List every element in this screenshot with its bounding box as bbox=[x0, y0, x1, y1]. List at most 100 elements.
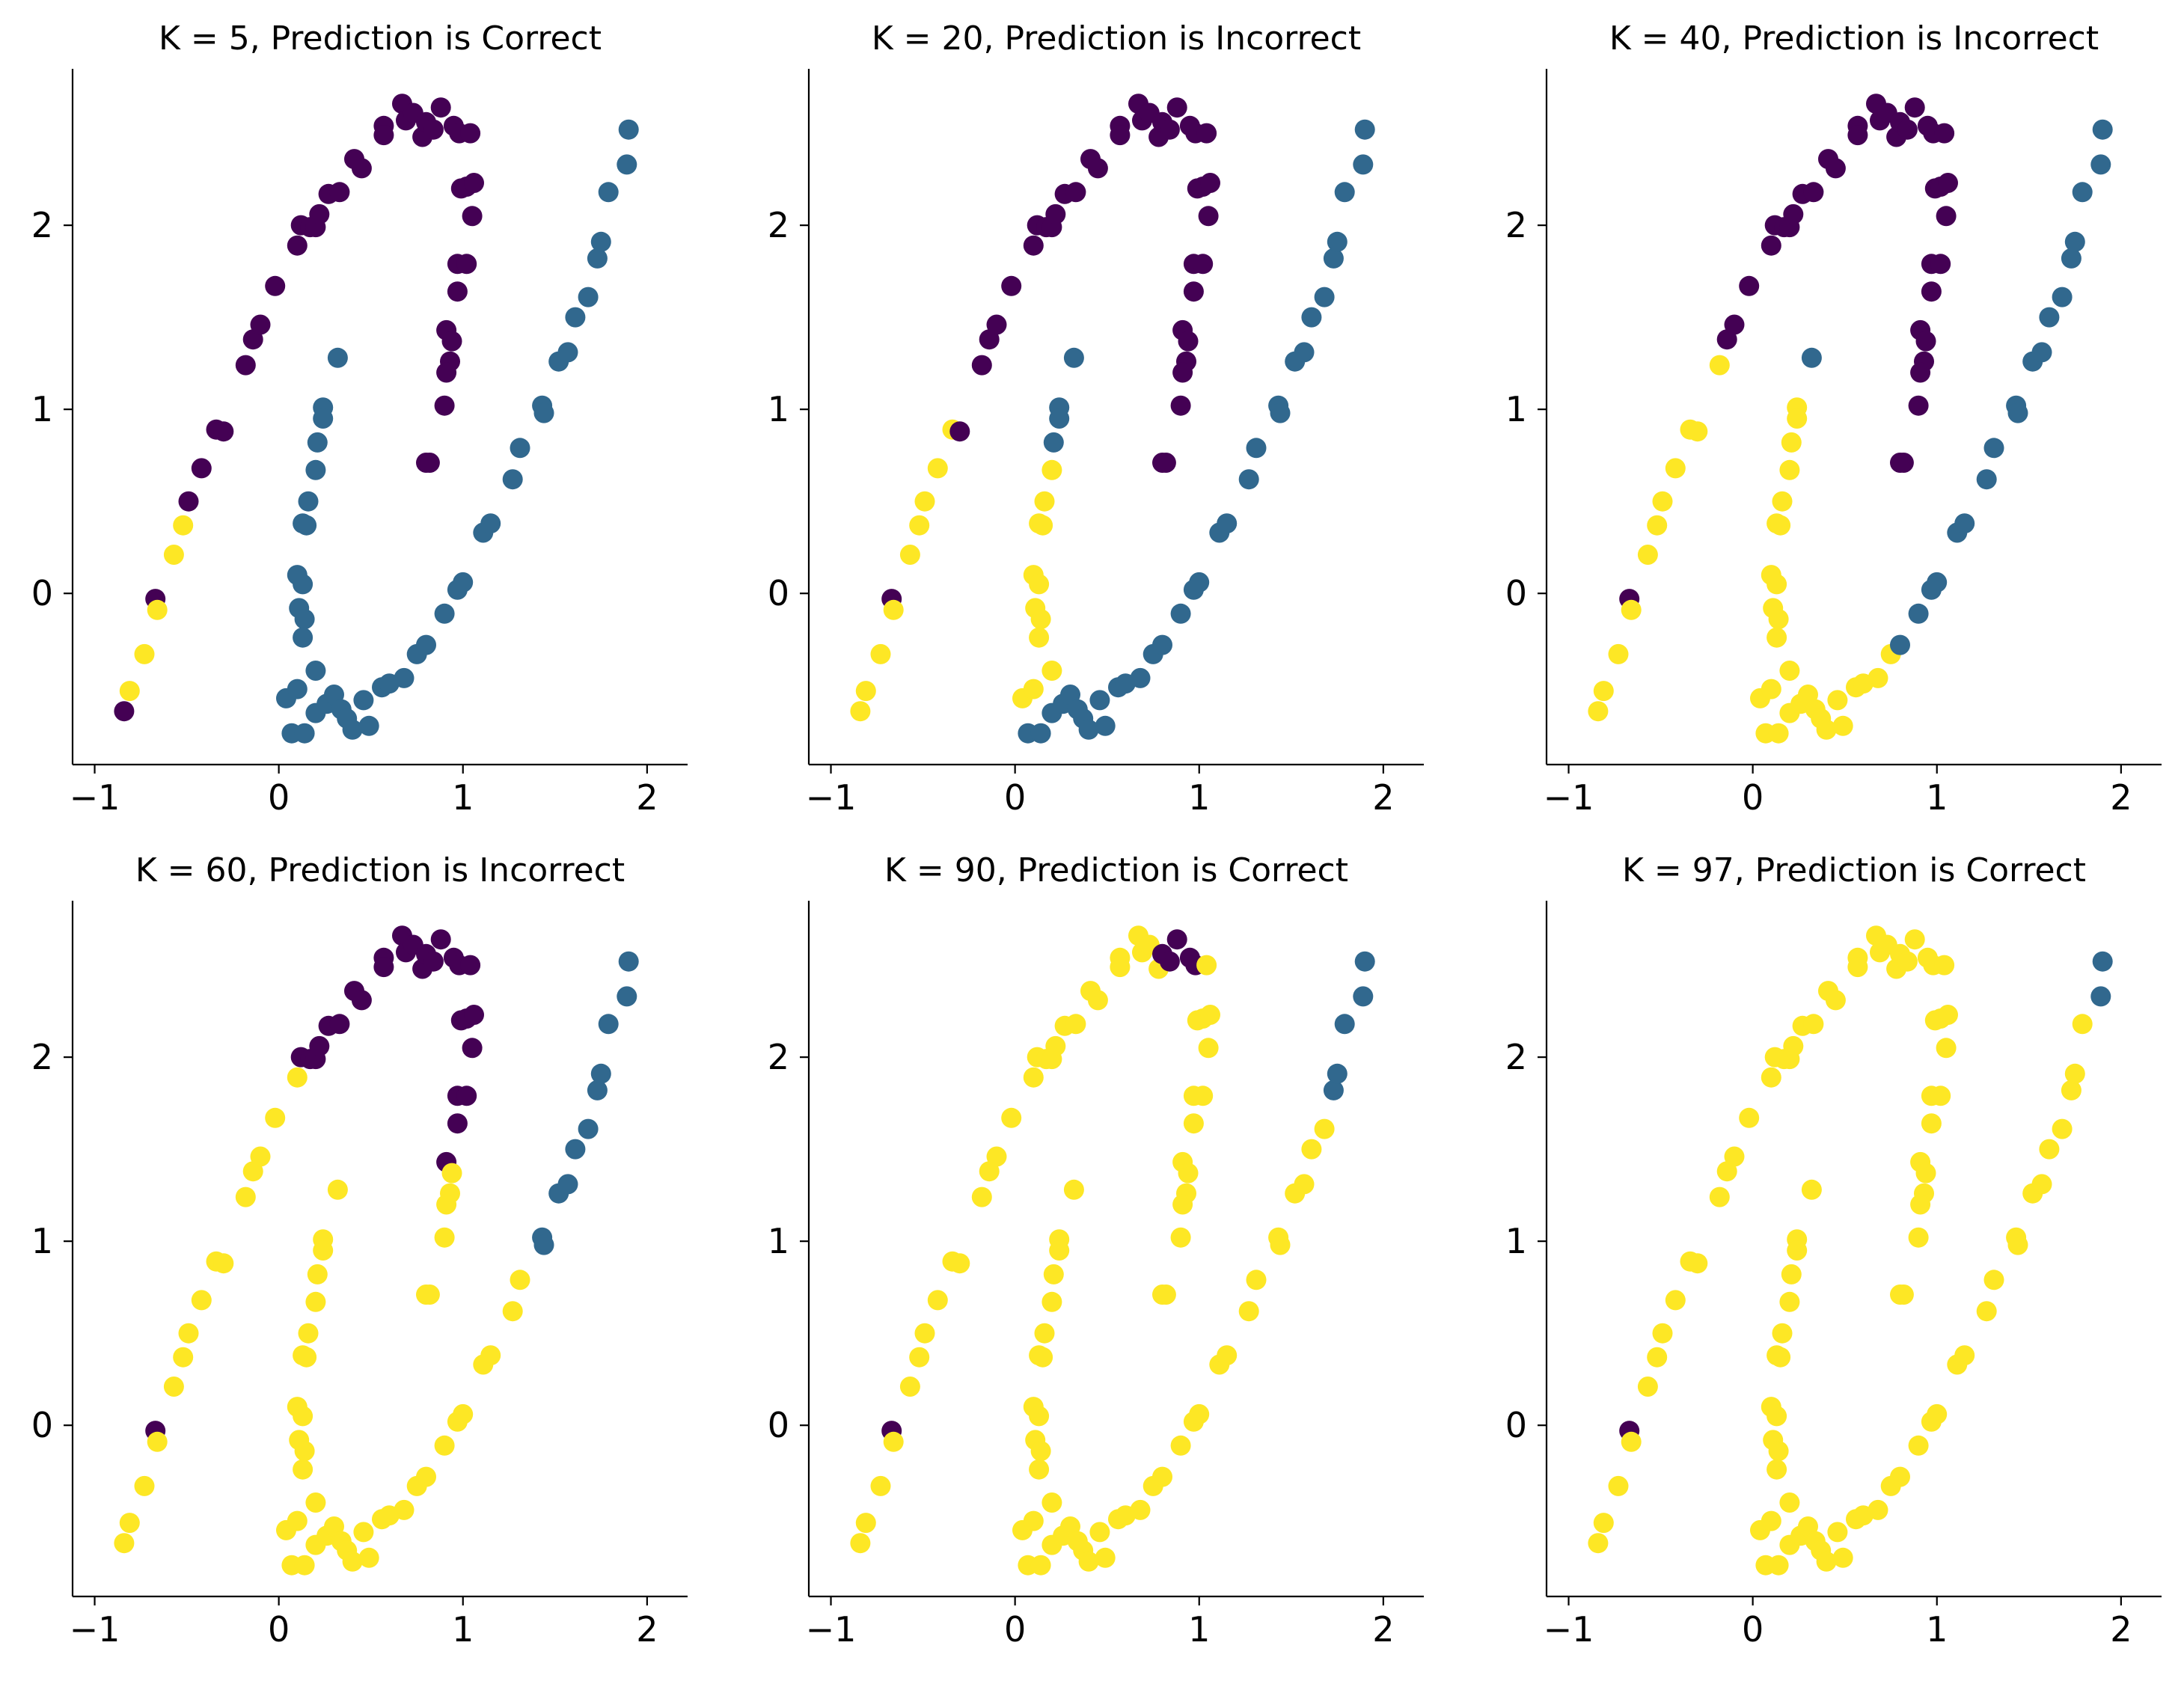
scatter-point bbox=[394, 667, 415, 688]
scatter-point bbox=[949, 1253, 970, 1274]
scatter-point bbox=[1353, 154, 1374, 175]
scatter-point bbox=[1238, 1301, 1259, 1322]
scatter-point bbox=[1041, 661, 1062, 681]
scatter-point bbox=[294, 723, 315, 744]
scatter-point bbox=[1761, 1510, 1781, 1531]
scatter-point bbox=[1183, 1113, 1204, 1134]
scatter-point bbox=[358, 715, 379, 736]
scatter-point bbox=[1030, 723, 1051, 744]
scatter-point bbox=[1783, 1035, 1804, 1056]
scatter-point bbox=[1323, 248, 1344, 269]
x-tick-label: −1 bbox=[806, 777, 857, 818]
scatter-point bbox=[163, 1377, 184, 1397]
scatter-point bbox=[1827, 1522, 1848, 1543]
scatter-point bbox=[1294, 1174, 1315, 1195]
x-tick-label: 1 bbox=[1926, 777, 1948, 818]
scatter-point bbox=[1868, 1499, 1888, 1520]
scatter-point bbox=[1023, 235, 1044, 256]
scatter-point bbox=[1089, 690, 1110, 711]
scatter-point bbox=[1130, 667, 1151, 688]
scatter-point bbox=[1155, 453, 1176, 473]
scatter-point bbox=[883, 599, 904, 620]
scatter-point bbox=[293, 1406, 313, 1427]
scatter-point bbox=[2092, 119, 2113, 140]
scatter-point bbox=[1172, 1194, 1193, 1215]
scatter-point bbox=[1827, 690, 1848, 711]
scatter-point bbox=[1089, 1522, 1110, 1543]
scatter-point bbox=[1049, 408, 1070, 429]
scatter-point bbox=[307, 432, 328, 453]
scatter-point bbox=[1030, 609, 1051, 630]
scatter-point bbox=[855, 681, 876, 702]
scatter-point bbox=[1621, 599, 1642, 620]
scatter-point bbox=[1816, 1551, 1837, 1572]
scatter-point bbox=[1772, 491, 1793, 512]
scatter-point bbox=[1724, 314, 1745, 335]
scatter-point bbox=[1770, 515, 1791, 536]
scatter-point bbox=[533, 1234, 554, 1255]
scatter-point bbox=[1030, 1555, 1051, 1576]
scatter-point bbox=[173, 515, 194, 536]
scatter-point bbox=[1783, 203, 1804, 224]
scatter-point bbox=[1029, 627, 1050, 648]
scatter-point bbox=[502, 469, 523, 490]
scatter-point bbox=[1908, 1227, 1929, 1248]
scatter-point bbox=[294, 609, 315, 630]
scatter-point bbox=[1166, 929, 1187, 950]
x-tick-label: 1 bbox=[1926, 1609, 1948, 1650]
y-tick-label: 0 bbox=[31, 573, 53, 613]
scatter-point bbox=[2031, 1174, 2052, 1195]
scatter-point bbox=[949, 421, 970, 442]
scatter-point bbox=[1130, 1499, 1151, 1520]
scatter-point bbox=[1847, 125, 1868, 146]
scatter-point bbox=[1246, 1270, 1267, 1290]
scatter-point bbox=[1976, 1301, 1997, 1322]
scatter-point bbox=[460, 123, 481, 144]
scatter-point bbox=[436, 1194, 457, 1215]
scatter-point bbox=[2039, 307, 2060, 328]
scatter-point bbox=[1890, 634, 1910, 655]
scatter-point bbox=[434, 395, 455, 416]
y-tick-label: 2 bbox=[1505, 205, 1527, 245]
scatter-point bbox=[618, 119, 639, 140]
scatter-point bbox=[1049, 1240, 1070, 1261]
scatter-point bbox=[250, 314, 271, 335]
scatter-point bbox=[351, 158, 372, 179]
scatter-point bbox=[1033, 515, 1053, 536]
x-tick-label: 2 bbox=[1372, 777, 1394, 818]
scatter-point bbox=[1034, 491, 1055, 512]
scatter-point bbox=[870, 643, 891, 664]
y-tick-label: 2 bbox=[31, 1037, 53, 1077]
scatter-point bbox=[1065, 1014, 1086, 1035]
scatter-point bbox=[1652, 1323, 1673, 1344]
scatter-point bbox=[373, 125, 394, 146]
scatter-point bbox=[1803, 182, 1824, 203]
scatter-point bbox=[1178, 1163, 1199, 1184]
scatter-point bbox=[1816, 719, 1837, 740]
scatter-point bbox=[1301, 1139, 1322, 1160]
scatter-point bbox=[353, 690, 374, 711]
scatter-point bbox=[617, 986, 637, 1007]
scatter-point bbox=[1001, 1107, 1022, 1128]
scatter-point bbox=[587, 1080, 608, 1100]
scatter-point bbox=[1063, 1179, 1084, 1200]
scatter-point bbox=[1772, 1323, 1793, 1344]
x-tick-label: 1 bbox=[1188, 777, 1210, 818]
scatter-point bbox=[1334, 182, 1355, 203]
subplot-title: K = 97, Prediction is Correct bbox=[1622, 851, 2086, 890]
x-tick-label: 2 bbox=[2110, 777, 2132, 818]
scatter-point bbox=[590, 1063, 611, 1084]
scatter-point bbox=[265, 275, 286, 296]
subplot-title: K = 5, Prediction is Correct bbox=[159, 19, 602, 58]
scatter-point bbox=[1270, 1234, 1291, 1255]
y-tick-label: 1 bbox=[31, 1221, 53, 1261]
scatter-point bbox=[1910, 362, 1931, 383]
scatter-point bbox=[914, 491, 935, 512]
scatter-point bbox=[2090, 986, 2111, 1007]
scatter-point bbox=[914, 1323, 935, 1344]
scatter-point bbox=[1739, 1107, 1760, 1128]
scatter-point bbox=[1709, 1187, 1730, 1207]
scatter-point bbox=[1588, 701, 1609, 722]
subplot-title: K = 40, Prediction is Incorrect bbox=[1609, 19, 2099, 58]
scatter-point bbox=[1196, 123, 1217, 144]
